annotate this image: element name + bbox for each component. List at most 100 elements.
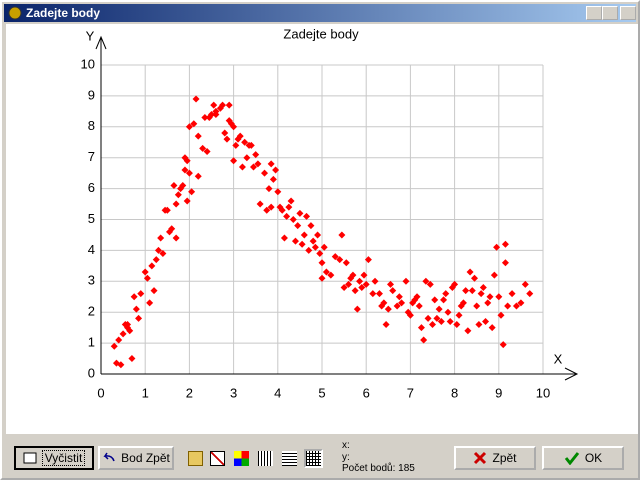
point	[521, 280, 529, 288]
y-tick-label: 0	[88, 365, 95, 380]
point	[225, 101, 233, 109]
point	[508, 290, 516, 298]
point	[457, 302, 465, 310]
plot-area[interactable]: Zadejte body Y X 0 1 2 3 4 5 6 7 8 9 10 0 1 2 3 4 5 6 7 8 9 1…	[6, 24, 638, 434]
point	[152, 256, 160, 264]
full-grid-icon[interactable]	[304, 449, 323, 468]
point	[263, 206, 271, 214]
point	[351, 287, 359, 295]
point	[369, 290, 377, 298]
undo-point-button[interactable]: Bod Zpět	[98, 446, 174, 470]
horizontal-grid-icon[interactable]	[282, 451, 297, 466]
point	[194, 172, 202, 180]
point	[395, 293, 403, 301]
window-title: Zadejte body	[26, 6, 101, 20]
y-tick-label: 9	[88, 87, 95, 102]
point	[170, 182, 178, 190]
point	[267, 203, 275, 211]
point	[406, 311, 414, 319]
ok-label: OK	[584, 451, 603, 465]
point	[137, 290, 145, 298]
point	[208, 110, 215, 118]
back-label: Zpět	[492, 451, 517, 465]
point	[183, 197, 191, 205]
point	[126, 327, 134, 335]
point	[495, 293, 503, 301]
point	[482, 317, 490, 325]
open-icon[interactable]	[188, 451, 203, 466]
point	[261, 169, 269, 177]
point	[327, 271, 335, 279]
point	[314, 231, 322, 239]
point	[484, 299, 492, 307]
point	[393, 302, 401, 310]
delete-icon[interactable]	[210, 451, 225, 466]
point	[300, 231, 308, 239]
point	[402, 277, 410, 285]
point	[243, 154, 251, 162]
point	[128, 355, 136, 363]
point	[420, 336, 428, 344]
point	[210, 101, 218, 109]
x-tick-label: 7	[407, 385, 414, 400]
clear-button[interactable]: Vyčistit	[14, 446, 94, 470]
point	[318, 274, 326, 282]
point	[296, 209, 304, 217]
point	[417, 324, 425, 332]
point	[451, 280, 459, 288]
point	[475, 321, 483, 329]
point	[398, 299, 406, 307]
point	[199, 144, 207, 152]
point	[254, 160, 262, 168]
point	[442, 290, 450, 298]
color-icon[interactable]	[234, 451, 249, 466]
point	[203, 148, 211, 156]
point	[464, 327, 472, 335]
point	[124, 321, 132, 329]
back-button[interactable]: Zpět	[454, 446, 536, 470]
point	[387, 280, 395, 288]
status-count: Počet bodů: 185	[342, 463, 415, 474]
x-tick-label: 8	[451, 385, 458, 400]
back-icon	[474, 451, 487, 465]
point	[446, 317, 454, 325]
point	[285, 203, 293, 211]
maximize-button[interactable]	[602, 6, 618, 20]
point	[148, 262, 156, 270]
point	[473, 302, 481, 310]
point	[181, 166, 189, 174]
point	[336, 256, 344, 264]
vertical-grid-icon[interactable]	[258, 451, 273, 466]
point	[444, 308, 452, 316]
point	[223, 135, 231, 143]
y-tick-label: 3	[88, 273, 95, 288]
point	[269, 175, 277, 183]
ok-icon	[564, 452, 579, 465]
chart: Zadejte body Y X 0 1 2 3 4 5 6 7 8 9 10 0 1 2 3 4 5 6 7 8 9 1…	[81, 26, 579, 400]
y-axis-label: Y	[86, 28, 95, 43]
y-tick-label: 8	[88, 118, 95, 133]
point	[320, 243, 328, 251]
point	[358, 283, 366, 291]
minimize-button[interactable]	[586, 6, 602, 20]
point	[194, 132, 202, 140]
point	[247, 141, 255, 149]
y-tick-label: 7	[88, 149, 95, 164]
point	[309, 237, 317, 245]
point	[497, 311, 505, 319]
point	[267, 160, 275, 168]
point	[526, 290, 534, 298]
point	[230, 123, 238, 131]
point	[212, 110, 220, 118]
y-axis	[95, 35, 107, 374]
point	[280, 234, 288, 242]
point	[331, 253, 339, 261]
point	[356, 277, 364, 285]
point	[294, 222, 302, 230]
ok-button[interactable]: OK	[542, 446, 624, 470]
point	[490, 271, 498, 279]
close-button[interactable]	[620, 6, 636, 20]
point	[499, 341, 507, 349]
point	[168, 225, 176, 233]
point	[190, 120, 198, 128]
